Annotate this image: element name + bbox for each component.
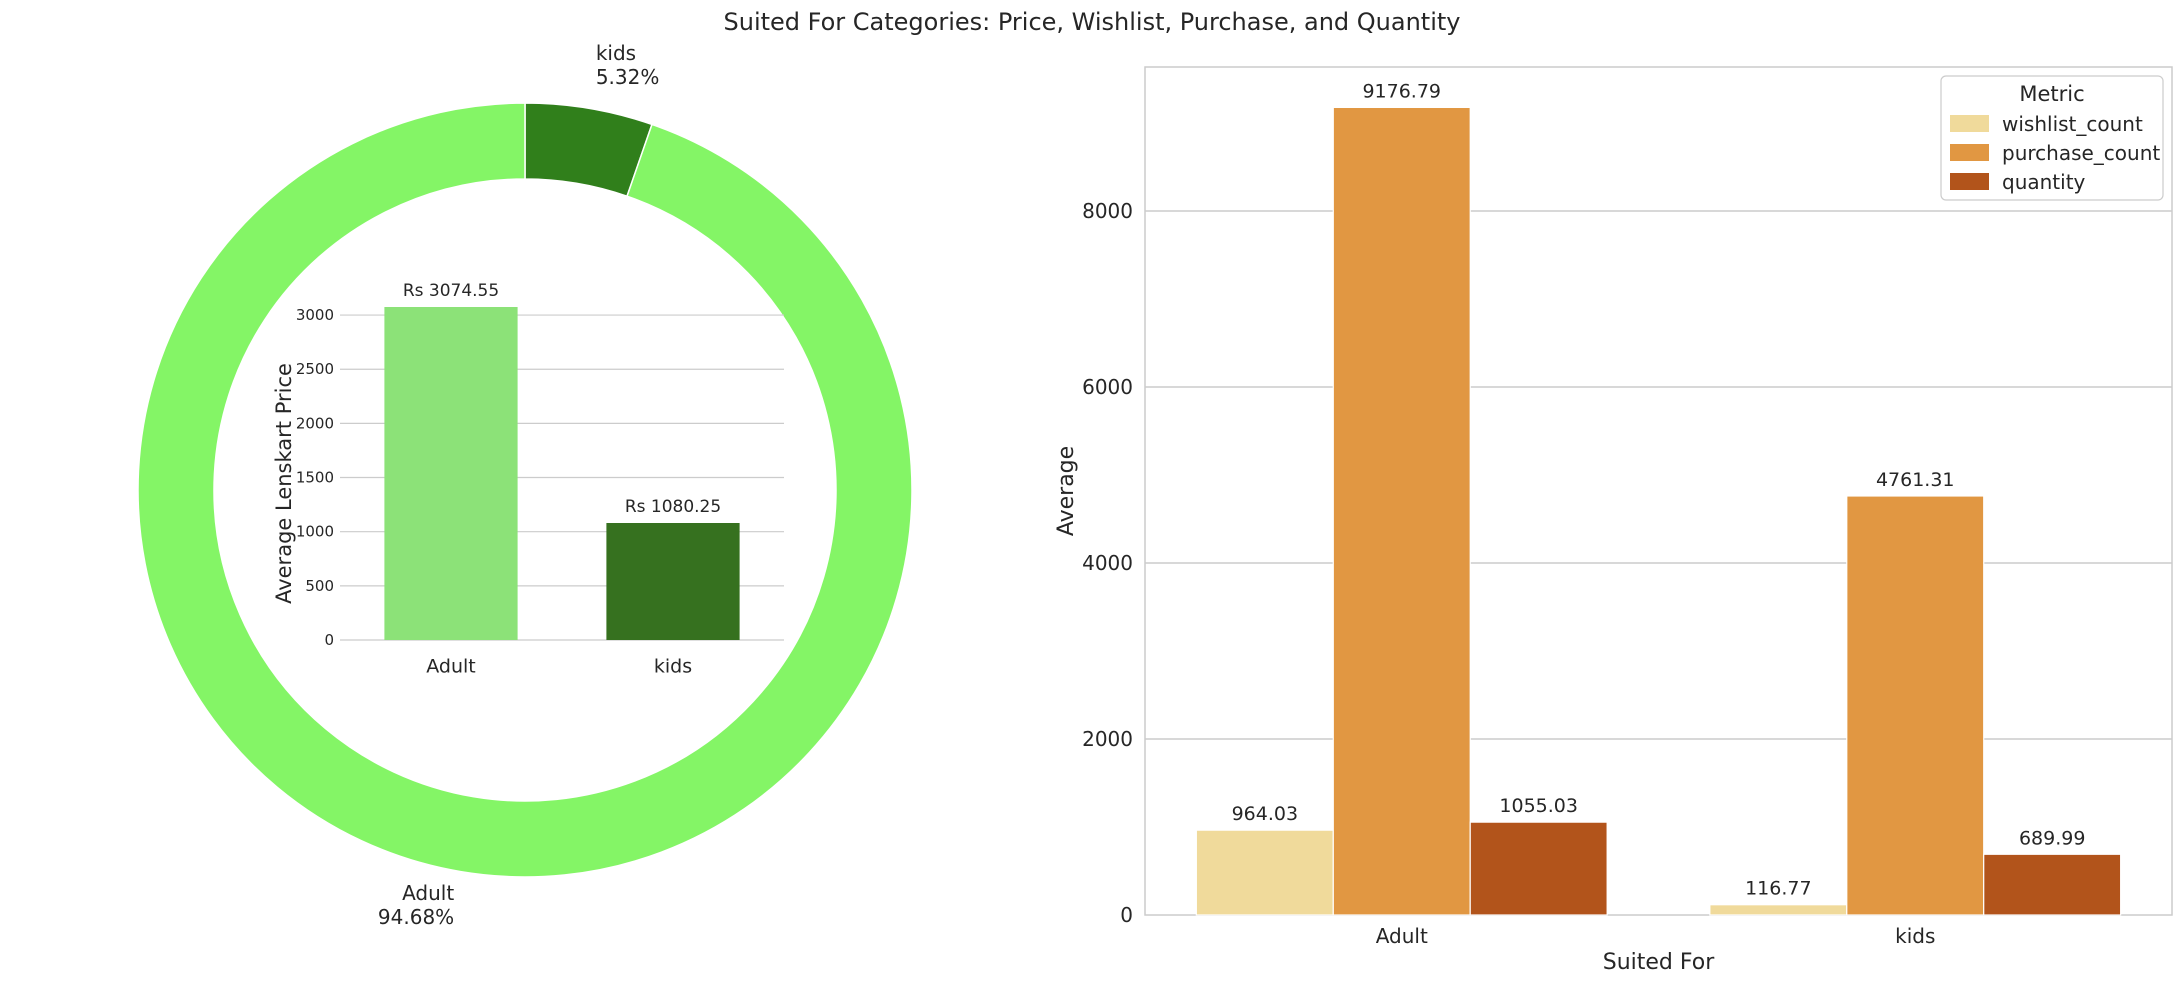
legend-swatch-wishlist-count bbox=[1950, 115, 1989, 132]
bar-adult-quantity bbox=[1469, 821, 1608, 916]
inset-ytick-label: 1000 bbox=[296, 523, 334, 541]
donut-chart: kids 5.32% Adult 94.68% bbox=[137, 41, 913, 929]
inset-ytick-label: 2000 bbox=[296, 414, 334, 432]
inset-ytick-label: 1500 bbox=[296, 469, 334, 487]
inset-price-bar-chart: 0 500 1000 1500 2000 2500 3000 Rs 3074.55 Adult R… bbox=[272, 281, 784, 678]
xtick-label: Adult bbox=[1376, 924, 1428, 948]
ylabel: Average bbox=[1054, 446, 1079, 536]
legend: Metric wishlist_count purchase_countquanti… bbox=[1940, 75, 2164, 201]
grouped-bar-chart: 0 2000 4000 6000 8000 964.03 9176.79 1055.03 Adu… bbox=[1054, 66, 2173, 975]
bar-kids-purchase-count bbox=[1846, 495, 1985, 916]
inset-ytick-label: 0 bbox=[324, 631, 334, 649]
donut-label-kids: kids 5.32% bbox=[596, 41, 660, 89]
ytick-label: 6000 bbox=[1082, 375, 1133, 399]
legend-label-quantity: quantity bbox=[2002, 170, 2086, 194]
ytick-label: 4000 bbox=[1082, 551, 1133, 575]
data-label: 4761.31 bbox=[1876, 469, 1955, 491]
plot-frame bbox=[1144, 66, 2173, 916]
data-label: 689.99 bbox=[2019, 827, 2085, 849]
data-label: 9176.79 bbox=[1362, 80, 1441, 102]
ytick-label: 2000 bbox=[1082, 727, 1133, 751]
ytick-label: 8000 bbox=[1082, 199, 1133, 223]
data-label: 116.77 bbox=[1745, 878, 1811, 900]
data-label: 1055.03 bbox=[1499, 795, 1578, 817]
donut-label-adult: Adult 94.68% bbox=[378, 881, 454, 929]
bar-kids-quantity bbox=[1983, 853, 2122, 916]
bar-kids-wishlist-count bbox=[1709, 904, 1848, 916]
ytick-label: 0 bbox=[1120, 903, 1133, 927]
inset-ylabel: Average Lenskart Price bbox=[272, 363, 296, 604]
inset-bar-adult bbox=[384, 307, 518, 640]
inset-data-label: Rs 3074.55 bbox=[403, 281, 499, 301]
xlabel: Suited For bbox=[1603, 950, 1715, 975]
inset-bar-kids bbox=[606, 522, 740, 640]
data-label: 964.03 bbox=[1232, 803, 1298, 825]
figure-title: Suited For Categories: Price, Wishlist, … bbox=[724, 8, 1461, 36]
inset-xtick-label: Adult bbox=[426, 656, 476, 678]
legend-swatch-quantity bbox=[1950, 173, 1989, 190]
bar-adult-wishlist-count bbox=[1195, 829, 1334, 916]
donut-slice-adult bbox=[137, 102, 913, 878]
bar-adult-purchase-count bbox=[1332, 106, 1471, 916]
xtick-label: kids bbox=[1895, 924, 1935, 948]
legend-swatch-purchase-count bbox=[1950, 144, 1989, 161]
inset-ytick-label: 2500 bbox=[296, 360, 334, 378]
inset-ytick-label: 3000 bbox=[296, 306, 334, 324]
inset-data-label: Rs 1080.25 bbox=[625, 497, 721, 517]
inset-ytick-label: 500 bbox=[305, 577, 334, 595]
legend-title: Metric bbox=[2019, 82, 2084, 106]
legend-label-wishlist-count: wishlist_count bbox=[2002, 112, 2143, 136]
legend-box bbox=[1940, 75, 2164, 201]
inset-xtick-label: kids bbox=[654, 656, 692, 678]
legend-label-purchase-count: purchase_count bbox=[2002, 141, 2160, 165]
